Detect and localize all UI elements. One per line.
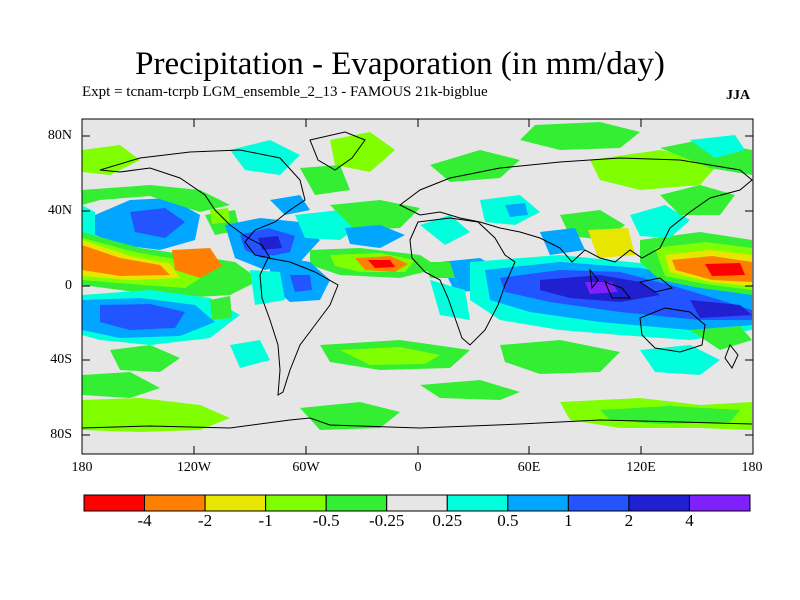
field-patch bbox=[690, 135, 745, 158]
field-patch bbox=[82, 245, 170, 276]
field-patch bbox=[690, 300, 752, 318]
field-patch bbox=[230, 140, 300, 175]
colorbar-label: 0.5 bbox=[497, 511, 519, 530]
coast-greenland bbox=[309, 131, 366, 171]
field-patch bbox=[420, 215, 470, 245]
colorbar-swatch bbox=[144, 494, 206, 512]
lon-tick-0: 0 bbox=[414, 460, 422, 475]
lat-tick-40n: 40N bbox=[47, 203, 72, 218]
lon-tick-60w: 60W bbox=[292, 460, 320, 475]
field-patch bbox=[590, 150, 720, 190]
field-patch bbox=[430, 150, 520, 182]
season-label: JJA bbox=[726, 88, 751, 103]
chart-title: Precipitation - Evaporation (in mm/day) bbox=[135, 46, 665, 82]
field-patch bbox=[420, 380, 520, 400]
colorbar-label: 0.25 bbox=[432, 511, 463, 530]
lon-tick-120w: 120W bbox=[176, 460, 212, 475]
field-patch bbox=[540, 228, 585, 255]
colorbar-label: -1 bbox=[258, 511, 273, 530]
colorbar-label: -4 bbox=[137, 511, 152, 530]
field-patch bbox=[230, 340, 270, 368]
field-patch bbox=[585, 282, 618, 294]
colorbar-swatch bbox=[265, 494, 327, 512]
map-plot bbox=[82, 119, 753, 454]
coastlines bbox=[82, 131, 753, 429]
field-patch bbox=[258, 236, 282, 250]
field-patch bbox=[705, 263, 745, 276]
lon-tick-120e: 120E bbox=[626, 460, 656, 475]
lat-tick-0: 0 bbox=[65, 278, 72, 293]
coast-north-america bbox=[99, 149, 306, 259]
colorbar-swatch bbox=[567, 494, 630, 512]
field-patch bbox=[588, 228, 635, 258]
coast-antarctica bbox=[82, 417, 753, 429]
colorbar bbox=[83, 494, 751, 512]
lat-tick-80s: 80S bbox=[50, 427, 72, 442]
lon-tick-180w: 180 bbox=[71, 460, 93, 475]
field-patch bbox=[690, 326, 752, 350]
field-patch bbox=[640, 345, 720, 375]
field-patch bbox=[300, 165, 350, 195]
field-patch bbox=[290, 275, 312, 292]
colorbar-swatch bbox=[83, 494, 146, 512]
coast-africa bbox=[409, 217, 516, 346]
field-patch bbox=[130, 208, 185, 238]
colorbar-label: 1 bbox=[564, 511, 573, 530]
field-patch bbox=[172, 248, 222, 278]
field-patch bbox=[630, 205, 690, 238]
field-patch bbox=[82, 205, 95, 240]
colorbar-swatch bbox=[325, 494, 388, 512]
field-patch bbox=[430, 280, 470, 320]
field-patch bbox=[425, 262, 455, 278]
colorbar-label: -0.5 bbox=[312, 511, 340, 530]
field-patch bbox=[368, 260, 395, 268]
field-patch bbox=[340, 347, 440, 365]
field-patch bbox=[82, 145, 140, 175]
colorbar-swatch bbox=[628, 494, 690, 512]
colorbar-label: 4 bbox=[685, 511, 694, 530]
colorbar-swatch bbox=[204, 494, 267, 512]
colorbar-swatch bbox=[446, 494, 509, 512]
field-patch bbox=[250, 270, 285, 305]
field-patch bbox=[345, 225, 405, 248]
axis-ticks bbox=[82, 119, 753, 454]
field-patch bbox=[660, 185, 735, 215]
field-patch bbox=[500, 340, 620, 374]
coast-eurasia bbox=[399, 157, 753, 263]
field-patch bbox=[330, 200, 420, 230]
colorbar-label: -0.25 bbox=[369, 511, 405, 530]
colorbar-label: 2 bbox=[624, 511, 634, 530]
coast-australia bbox=[639, 307, 706, 353]
field-patch bbox=[505, 203, 528, 217]
colorbar-label: -2 bbox=[197, 511, 213, 530]
coast-maritime-islands bbox=[589, 268, 674, 299]
coast-south-america bbox=[259, 257, 339, 396]
lon-tick-180e: 180 bbox=[741, 460, 763, 475]
field-patch bbox=[270, 195, 310, 215]
field-patch bbox=[100, 304, 185, 330]
field-patch bbox=[210, 296, 232, 320]
field-patch bbox=[110, 345, 180, 372]
colorbar-swatch bbox=[507, 494, 569, 512]
colorbar-swatch bbox=[386, 494, 448, 512]
field-patch bbox=[600, 406, 740, 424]
colorbar-swatch bbox=[688, 494, 751, 512]
coast-new-zealand bbox=[724, 344, 739, 369]
lat-tick-40s: 40S bbox=[50, 352, 72, 367]
lon-tick-60e: 60E bbox=[517, 460, 541, 475]
field-patch bbox=[82, 372, 160, 398]
field-patch bbox=[82, 185, 230, 212]
experiment-subtitle: Expt = tcnam-tcrpb LGM_ensemble_2_13 - F… bbox=[82, 84, 488, 100]
lat-tick-80n: 80N bbox=[47, 128, 72, 143]
field-patch bbox=[82, 398, 230, 432]
field-patch bbox=[520, 122, 640, 150]
